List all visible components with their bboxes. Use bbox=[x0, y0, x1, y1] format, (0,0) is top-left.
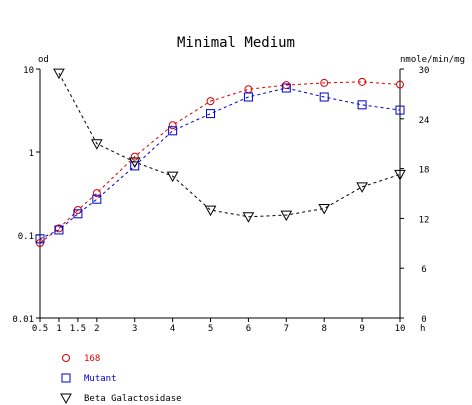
x-tick-label: 4 bbox=[170, 324, 175, 334]
axes bbox=[39, 69, 401, 319]
series-1-point bbox=[168, 121, 177, 130]
series-3-point bbox=[242, 212, 255, 223]
series-2-line bbox=[39, 87, 401, 240]
series-1-point bbox=[320, 78, 329, 87]
x-tick-label: 0.5 bbox=[32, 324, 48, 334]
x-tick-label: 9 bbox=[359, 324, 364, 334]
series-3-point bbox=[166, 171, 179, 183]
right-tick-label: 18 bbox=[419, 166, 430, 176]
x-tick-label: 1 bbox=[56, 324, 61, 334]
series-1-point bbox=[358, 77, 367, 86]
x-tick-label: 1.5 bbox=[70, 324, 86, 334]
x-tick-label: 8 bbox=[321, 324, 326, 334]
series-2-point bbox=[357, 100, 367, 110]
left-tick-label: 1 bbox=[29, 149, 34, 159]
series-3-line bbox=[58, 72, 401, 218]
chart-title: Minimal Medium bbox=[177, 35, 295, 51]
series-1-line bbox=[39, 81, 401, 244]
series-layer bbox=[35, 68, 406, 248]
x-tick-label: 10 bbox=[395, 324, 406, 334]
x-tick-label: 6 bbox=[246, 324, 251, 334]
right-tick-label: 12 bbox=[419, 215, 430, 225]
left-axis-label: od bbox=[38, 55, 49, 65]
series-2-point bbox=[206, 109, 216, 119]
series-3-point bbox=[53, 68, 65, 80]
series-3 bbox=[53, 68, 406, 223]
series-2-point bbox=[168, 126, 178, 136]
series-3-point bbox=[394, 169, 406, 181]
legend: 168 Mutant Beta Galactosidase bbox=[60, 354, 182, 405]
ticks: 0.5 1 1.5 2 3 4 5 6 7 8 9 10 0.01 0.1 1 10 0 6 12 18 24 30 bbox=[12, 66, 429, 334]
series-2-point bbox=[319, 92, 329, 102]
series-1-point bbox=[92, 189, 101, 198]
right-tick-label: 30 bbox=[419, 66, 430, 76]
x-tick-label: 3 bbox=[132, 324, 137, 334]
right-tick-label: 6 bbox=[421, 265, 426, 275]
right-axis-label: nmole/min/mg bbox=[400, 55, 465, 65]
series-1 bbox=[36, 77, 404, 248]
x-tick-label: 7 bbox=[284, 324, 289, 334]
x-tick-label: 5 bbox=[208, 324, 213, 334]
series-2-point bbox=[243, 92, 253, 102]
series-2-point bbox=[35, 234, 45, 244]
series-3-point bbox=[280, 210, 293, 222]
series-2-point bbox=[395, 105, 405, 115]
series-3-point bbox=[356, 182, 368, 193]
legend-label: Beta Galactosidase bbox=[84, 394, 182, 404]
left-tick-label: 0.01 bbox=[12, 315, 34, 325]
legend-marker bbox=[60, 393, 72, 405]
series-2-point bbox=[281, 83, 291, 93]
left-tick-label: 10 bbox=[23, 66, 34, 76]
series-2-point bbox=[73, 209, 83, 219]
legend-label: Mutant bbox=[84, 374, 117, 384]
right-tick-label: 24 bbox=[419, 116, 430, 126]
series-2-point bbox=[92, 194, 102, 204]
legend-marker bbox=[62, 354, 70, 362]
left-tick-label: 0.1 bbox=[18, 232, 34, 242]
series-3-point bbox=[90, 139, 103, 150]
right-tick-label: 0 bbox=[421, 315, 426, 325]
series-1-point bbox=[206, 97, 215, 106]
x-tick-label: 2 bbox=[94, 324, 99, 334]
series-2-point bbox=[54, 225, 64, 235]
series-3-point bbox=[318, 203, 331, 215]
legend-marker bbox=[61, 373, 71, 383]
series-3-point bbox=[128, 157, 141, 168]
series-1-point bbox=[396, 80, 404, 89]
series-2 bbox=[35, 83, 405, 244]
series-1-point bbox=[130, 152, 139, 161]
legend-label: 168 bbox=[84, 354, 100, 364]
x-unit-label: h bbox=[420, 324, 425, 334]
series-3-point bbox=[204, 205, 217, 217]
